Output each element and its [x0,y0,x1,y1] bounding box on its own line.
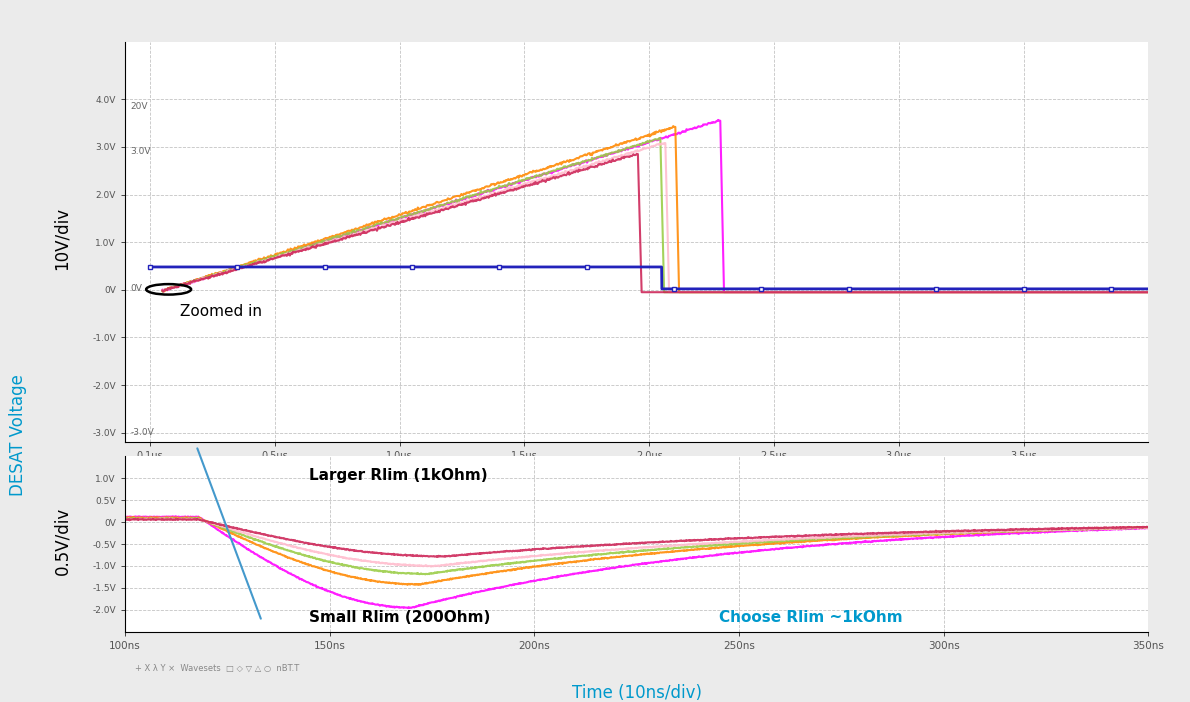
Text: + X λ Y ×  Wavesets  □ ◇ ▽ △ ○  nBT.T: + X λ Y × Wavesets □ ◇ ▽ △ ○ nBT.T [136,471,300,480]
Text: Time (10ns/div): Time (10ns/div) [571,684,702,702]
Text: 20V: 20V [130,102,148,111]
Text: Small Rlim (200Ohm): Small Rlim (200Ohm) [309,610,490,625]
Text: Zoomed in: Zoomed in [180,304,262,319]
Text: 3.0V: 3.0V [130,147,151,156]
Text: TCms: TCms [624,478,650,489]
Text: 0.5V/div: 0.5V/div [52,506,71,575]
Text: DESAT Voltage: DESAT Voltage [8,374,27,496]
Text: -3.0V: -3.0V [130,428,154,437]
Text: Time: Time [624,461,650,470]
Text: Choose Rlim ~1kOhm: Choose Rlim ~1kOhm [719,610,902,625]
Text: Larger Rlim (1kOhm): Larger Rlim (1kOhm) [309,468,488,484]
Text: 10V/div: 10V/div [52,207,71,270]
Text: 0V: 0V [130,284,142,293]
Text: + X λ Y ×  Wavesets  □ ◇ ▽ △ ○  nBT.T: + X λ Y × Wavesets □ ◇ ▽ △ ○ nBT.T [136,663,300,673]
